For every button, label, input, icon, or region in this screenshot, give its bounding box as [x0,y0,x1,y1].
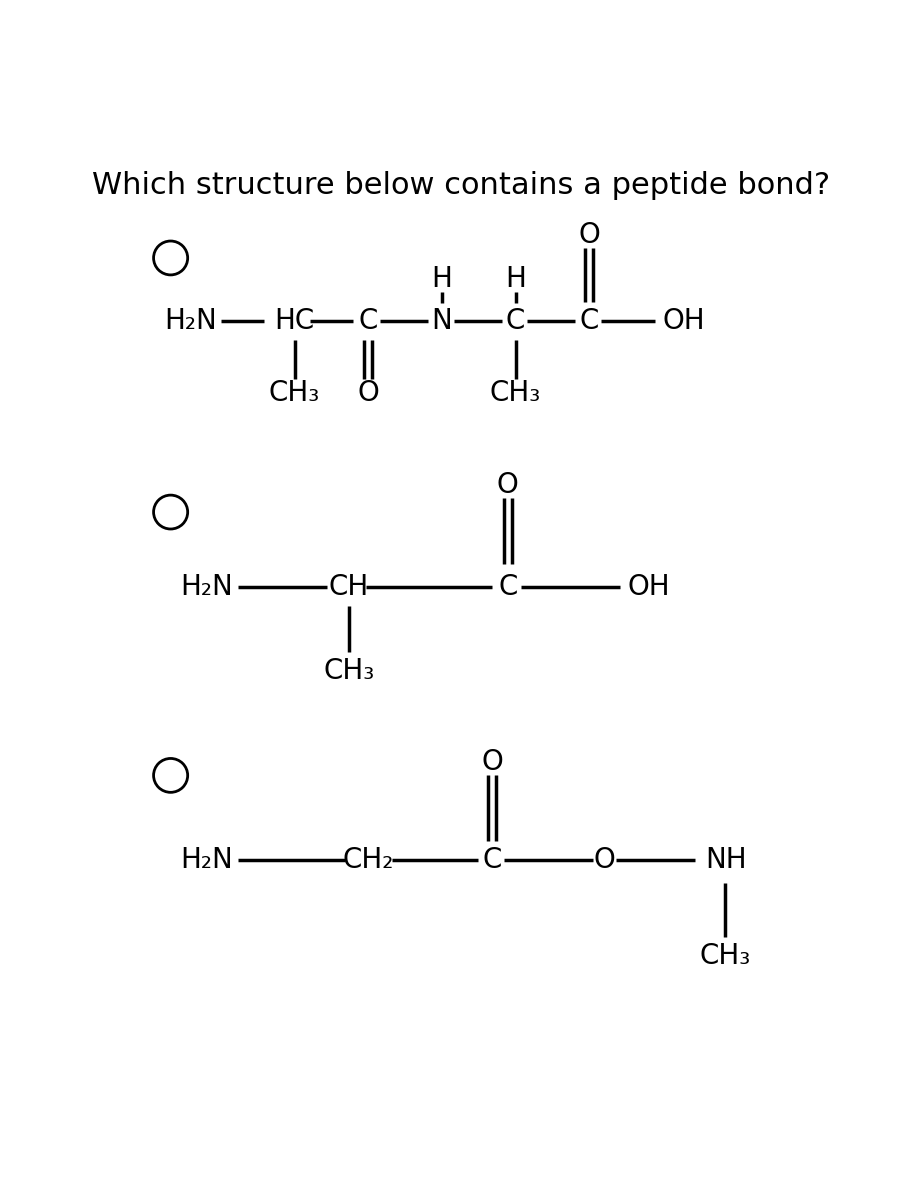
Text: C: C [498,572,518,601]
Text: Which structure below contains a peptide bond?: Which structure below contains a peptide… [92,170,831,200]
Text: O: O [357,379,379,407]
Text: CH₂: CH₂ [343,846,394,874]
Text: H: H [505,265,526,293]
Text: C: C [358,307,378,335]
Text: H₂N: H₂N [180,846,232,874]
Text: H: H [431,265,453,293]
Text: O: O [497,472,518,499]
Text: C: C [482,846,502,874]
Text: C: C [580,307,598,335]
Text: CH₃: CH₃ [323,658,374,685]
Text: CH₃: CH₃ [269,379,320,407]
Text: O: O [482,748,503,775]
Text: CH₃: CH₃ [490,379,541,407]
Text: CH: CH [328,572,369,601]
Text: NH: NH [706,846,747,874]
Text: N: N [431,307,452,335]
Text: O: O [594,846,616,874]
Text: CH₃: CH₃ [699,942,751,971]
Text: O: O [578,221,600,248]
Text: HC: HC [274,307,315,335]
Text: H₂N: H₂N [180,572,232,601]
Text: H₂N: H₂N [165,307,217,335]
Text: C: C [506,307,526,335]
Text: OH: OH [628,572,670,601]
Text: OH: OH [662,307,706,335]
